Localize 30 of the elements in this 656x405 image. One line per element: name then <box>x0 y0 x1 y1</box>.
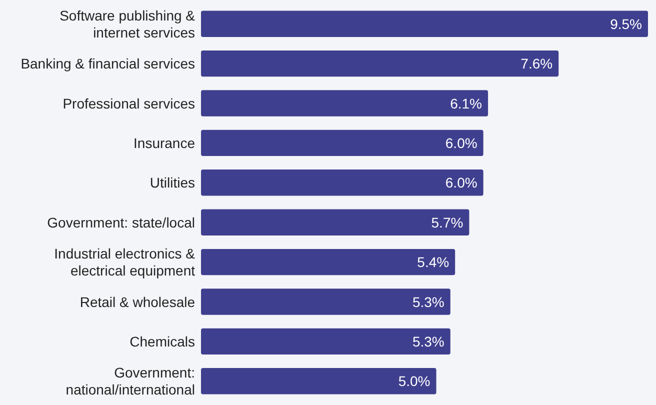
bar <box>201 10 648 37</box>
y-tick-label: Utilities <box>150 174 195 191</box>
y-tick-label: Government: state/local <box>47 214 195 230</box>
bar <box>201 170 484 196</box>
bar <box>201 130 484 156</box>
y-tick-label: Chemicals <box>130 333 195 350</box>
data-label: 5.4% <box>417 254 450 270</box>
bar <box>201 209 470 236</box>
data-label: 6.0% <box>445 134 478 151</box>
bar <box>201 50 559 77</box>
y-tick-label: Software publishing & internet services <box>60 7 196 40</box>
data-label: 5.3% <box>412 294 444 310</box>
y-tick-label: Government: national/international <box>66 364 195 398</box>
data-label: 6.0% <box>445 174 478 191</box>
bar <box>201 90 488 116</box>
y-tick-label: Industrial electronics & electrical equipment <box>54 246 196 279</box>
data-label: 9.5% <box>610 16 642 32</box>
data-label: 6.1% <box>450 95 482 112</box>
bar <box>201 368 436 394</box>
bar <box>201 328 450 355</box>
data-label: 5.3% <box>412 333 444 350</box>
data-label: 5.7% <box>431 214 464 230</box>
bar <box>201 288 450 315</box>
bar <box>201 248 456 276</box>
data-label: 5.0% <box>398 373 430 390</box>
y-tick-label: Retail & wholesale <box>80 294 196 310</box>
y-tick-label: Banking & financial services <box>20 56 195 72</box>
data-label: 7.6% <box>520 56 553 72</box>
y-tick-label: Insurance <box>134 134 196 151</box>
y-tick-label: Professional services <box>62 95 195 112</box>
